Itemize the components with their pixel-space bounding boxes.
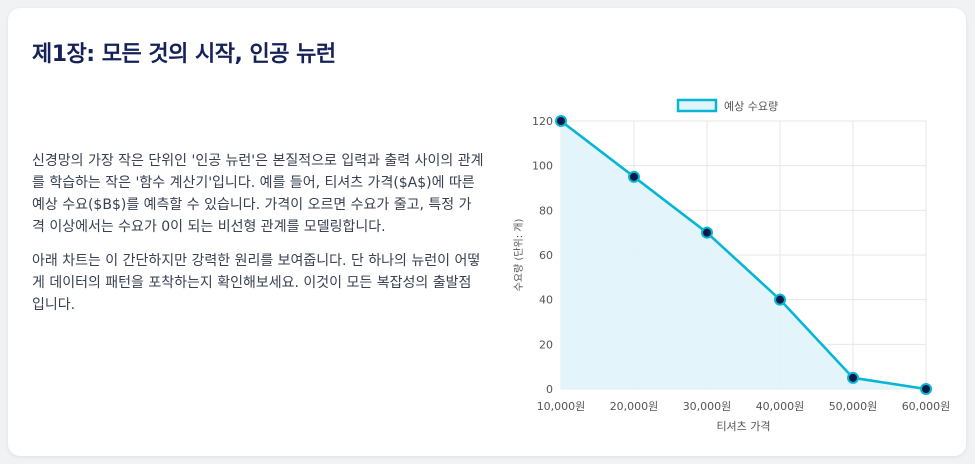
content-card: 제1장: 모든 것의 시작, 인공 뉴런 신경망의 가장 작은 단위인 '인공 … bbox=[8, 8, 966, 456]
data-point bbox=[701, 226, 713, 239]
data-point bbox=[920, 383, 932, 395]
description-paragraph: 신경망의 가장 작은 단위인 '인공 뉴런'은 본질적으로 입력과 출력 사이의… bbox=[32, 153, 484, 235]
series-line bbox=[560, 119, 927, 391]
data-point bbox=[628, 170, 640, 183]
series-area bbox=[561, 121, 926, 389]
y-tick-label: 40 bbox=[539, 294, 553, 307]
legend-swatch bbox=[676, 98, 718, 113]
y-tick-label: 80 bbox=[539, 204, 553, 217]
y-tick-label: 60 bbox=[539, 249, 553, 262]
description-paragraph: 아래 차트는 이 간단하지만 강력한 원리를 보여줍니다. 단 하나의 뉴런이 … bbox=[32, 253, 481, 313]
y-tick-label: 100 bbox=[532, 160, 553, 173]
x-tick-label: 10,000원 bbox=[537, 400, 586, 413]
x-axis-label: 티셔츠 가격 bbox=[716, 420, 770, 433]
data-point bbox=[555, 115, 567, 127]
y-axis-label: 수요량 (단위: 개) bbox=[512, 219, 525, 292]
x-tick-label: 30,000원 bbox=[683, 400, 732, 413]
x-tick-label: 20,000원 bbox=[610, 400, 659, 413]
legend-label: 예상 수요량 bbox=[724, 100, 778, 113]
description: 신경망의 가장 작은 단위인 '인공 뉴런'은 본질적으로 입력과 출력 사이의… bbox=[32, 150, 484, 328]
y-tick-label: 0 bbox=[546, 383, 553, 396]
chart-canvas: 0 20 40 60 80 100 120 10,000원 20,000원 30,000원 40,0… bbox=[512, 98, 951, 433]
x-tick-label: 60,000원 bbox=[902, 400, 951, 413]
x-tick-label: 40,000원 bbox=[756, 400, 805, 413]
data-point bbox=[847, 371, 859, 384]
section-title: 제1장: 모든 것의 시작, 인공 뉴런 bbox=[32, 42, 336, 67]
demand-chart: 0 20 40 60 80 100 120 10,000원 20,000원 30,000원 40,0… bbox=[498, 84, 958, 444]
data-point bbox=[774, 293, 786, 306]
y-tick-label: 120 bbox=[532, 115, 553, 128]
y-tick-label: 20 bbox=[539, 338, 553, 351]
x-tick-label: 50,000원 bbox=[829, 400, 878, 413]
